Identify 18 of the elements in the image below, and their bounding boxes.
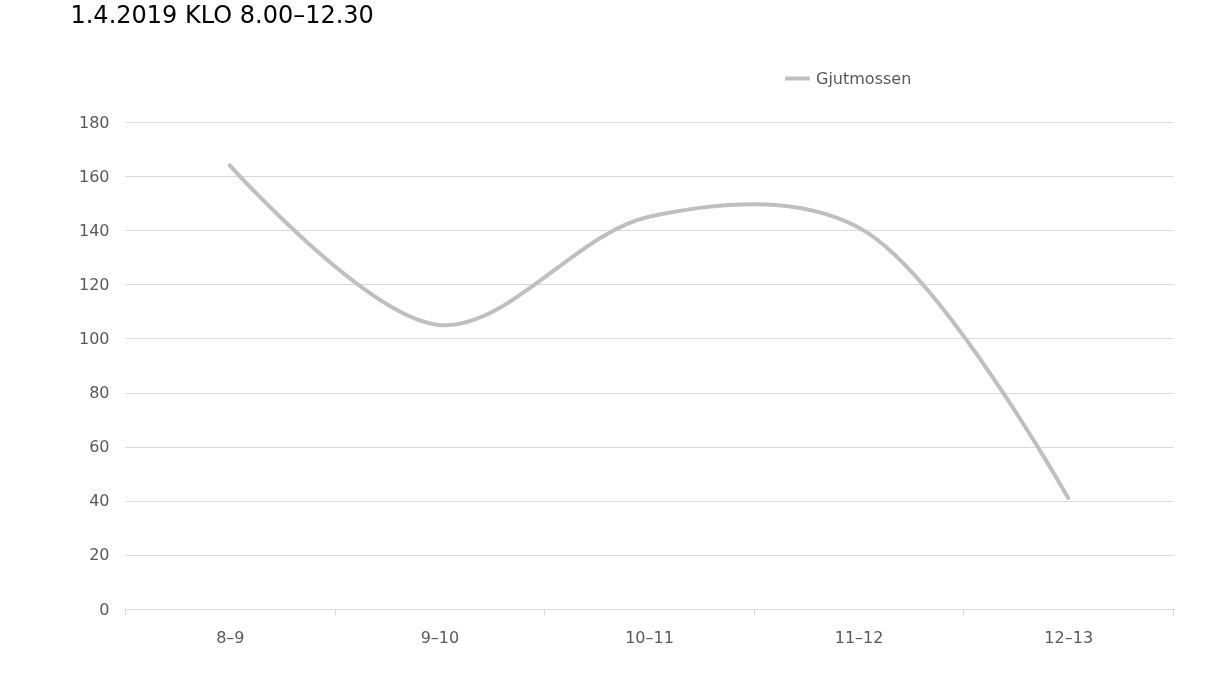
x-tick-label: 11–12 xyxy=(834,627,884,647)
x-tick-label: 8–9 xyxy=(216,627,245,647)
x-tick-label: 9–10 xyxy=(420,627,460,647)
y-tick-label: 0 xyxy=(99,599,110,619)
y-tick-label: 160 xyxy=(78,166,110,186)
legend-label: Gjutmossen xyxy=(816,68,912,88)
y-tick-label: 140 xyxy=(78,220,110,240)
x-tick-label: 12–13 xyxy=(1044,627,1094,647)
y-tick-label: 20 xyxy=(89,545,110,565)
x-tick-label: 10–11 xyxy=(625,627,674,647)
chart-title: 1.4.2019 KLO 8.00–12.30 xyxy=(70,1,374,29)
y-tick-label: 180 xyxy=(78,112,110,132)
y-tick-label: 120 xyxy=(78,274,110,294)
line-series xyxy=(227,163,1071,501)
y-tick-label: 60 xyxy=(89,437,110,457)
y-tick-label: 100 xyxy=(78,328,110,348)
y-tick-label: 40 xyxy=(89,491,110,511)
y-tick-label: 80 xyxy=(89,383,110,403)
